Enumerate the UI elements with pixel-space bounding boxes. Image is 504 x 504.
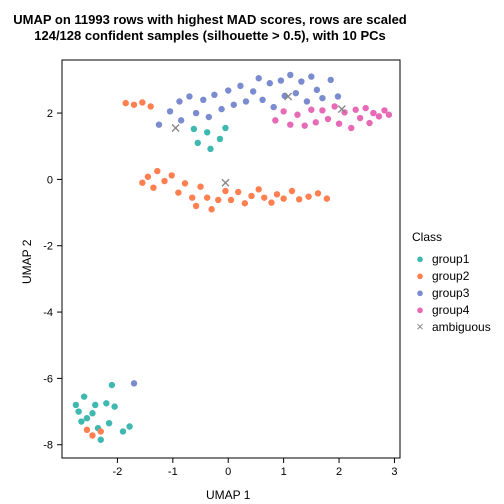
svg-text:-1: -1 bbox=[168, 466, 178, 478]
legend-item: ● group3 bbox=[412, 284, 491, 301]
legend-label: group2 bbox=[432, 269, 469, 283]
svg-text:3: 3 bbox=[391, 466, 397, 478]
legend-label: group1 bbox=[432, 252, 469, 266]
legend-item: ● group2 bbox=[412, 267, 491, 284]
svg-text:-8: -8 bbox=[43, 440, 53, 452]
x-axis-label: UMAP 1 bbox=[206, 488, 250, 502]
legend-label: group4 bbox=[432, 303, 469, 317]
x-axis: -2 -1 0 1 2 3 bbox=[113, 458, 398, 478]
legend-label: group3 bbox=[432, 286, 469, 300]
legend-label: ambiguous bbox=[432, 320, 491, 334]
dot-icon: ● bbox=[412, 252, 428, 265]
legend-item: × ambiguous bbox=[412, 318, 491, 335]
dot-icon: ● bbox=[412, 269, 428, 282]
svg-text:-4: -4 bbox=[43, 307, 53, 319]
svg-text:-2: -2 bbox=[113, 466, 123, 478]
scatter-plot: -2-10123 -8-6-4-202 bbox=[62, 60, 400, 458]
plot-frame bbox=[62, 60, 400, 458]
legend: Class ● group1 ● group2 ● group3 ● group4 × ambig… bbox=[412, 230, 491, 335]
chart-title: UMAP on 11993 rows with highest MAD scor… bbox=[0, 12, 420, 45]
y-axis: -8 -6 -4 -2 0 2 bbox=[43, 108, 62, 452]
svg-text:0: 0 bbox=[225, 466, 231, 478]
svg-text:-2: -2 bbox=[43, 241, 53, 253]
svg-text:0: 0 bbox=[47, 174, 53, 186]
legend-item: ● group4 bbox=[412, 301, 491, 318]
y-axis-label: UMAP 2 bbox=[20, 240, 34, 284]
svg-text:2: 2 bbox=[47, 108, 53, 120]
svg-text:-6: -6 bbox=[43, 373, 53, 385]
dot-icon: ● bbox=[412, 286, 428, 299]
dot-icon: ● bbox=[412, 303, 428, 316]
svg-text:1: 1 bbox=[281, 466, 287, 478]
legend-item: ● group1 bbox=[412, 250, 491, 267]
svg-text:2: 2 bbox=[336, 466, 342, 478]
legend-title: Class bbox=[412, 230, 491, 244]
x-marker-icon: × bbox=[412, 320, 428, 333]
